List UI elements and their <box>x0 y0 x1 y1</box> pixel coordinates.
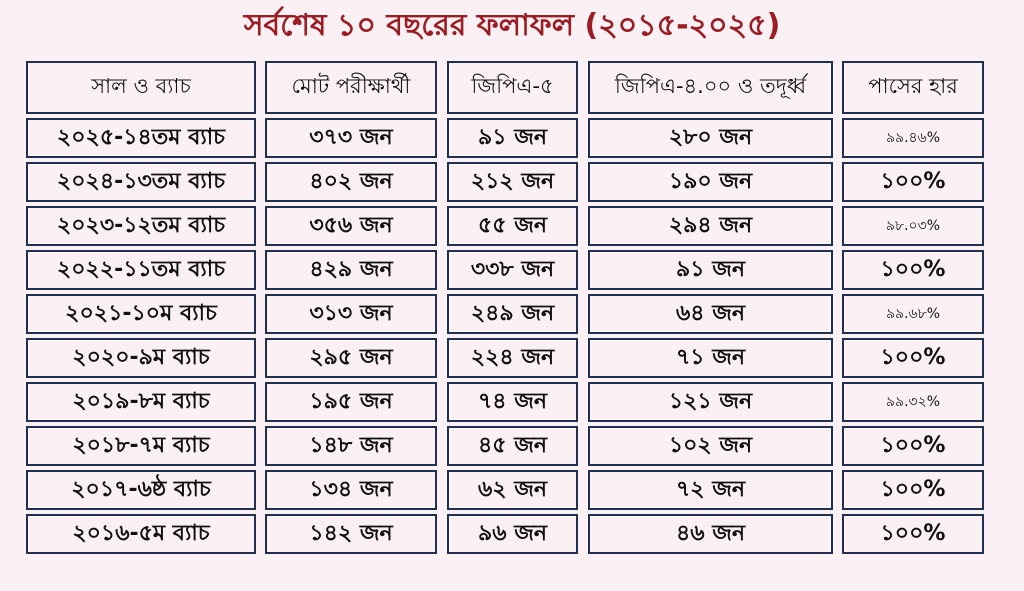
cell-gpa4-above: ৬৪ জন <box>588 294 833 334</box>
cell-pass-rate: ৯৯.৪৬% <box>842 118 984 158</box>
header-year-batch: সাল ও ব্যাচ <box>26 61 256 114</box>
header-pass-rate: পাসের হার <box>842 61 984 114</box>
cell-total-examinees: ৪২৯ জন <box>265 250 437 290</box>
cell-gpa4-above: ১২১ জন <box>588 382 833 422</box>
cell-gpa4-above: ২৮০ জন <box>588 118 833 158</box>
cell-total-examinees: ১৪৮ জন <box>265 426 437 466</box>
column-total-examinees: মোট পরীক্ষার্থী ৩৭৩ জন ৪০২ জন ৩৫৬ জন ৪২৯ জন ৩… <box>265 61 437 554</box>
cell-gpa4-above: ৭২ জন <box>588 470 833 510</box>
cell-total-examinees: ৩১৩ জন <box>265 294 437 334</box>
cell-year-batch: ২০২৪-১৩তম ব্যাচ <box>26 162 256 202</box>
cell-gpa5: ২১২ জন <box>447 162 578 202</box>
cell-pass-rate: ৯৯.৬৮% <box>842 294 984 334</box>
cell-gpa5: ৩৩৮ জন <box>447 250 578 290</box>
column-gpa5: জিপিএ-৫ ৯১ জন ২১২ জন ৫৫ জন ৩৩৮ জন ২৪৯ জন ২২৪ জ… <box>447 61 578 554</box>
cell-year-batch: ২০১৬-৫ম ব্যাচ <box>26 514 256 554</box>
cell-total-examinees: ৩৫৬ জন <box>265 206 437 246</box>
cell-pass-rate: ১০০% <box>842 250 984 290</box>
cell-year-batch: ২০২৩-১২তম ব্যাচ <box>26 206 256 246</box>
cell-year-batch: ২০২৫-১৪তম ব্যাচ <box>26 118 256 158</box>
header-gpa4-above: জিপিএ-৪.০০ ও তদূর্ধ্ব <box>588 61 833 114</box>
cell-gpa4-above: ২৯৪ জন <box>588 206 833 246</box>
cell-gpa5: ৭৪ জন <box>447 382 578 422</box>
cell-pass-rate: ১০০% <box>842 162 984 202</box>
cell-gpa4-above: ৭১ জন <box>588 338 833 378</box>
cell-gpa5: ৪৫ জন <box>447 426 578 466</box>
cell-gpa4-above: ১৯০ জন <box>588 162 833 202</box>
cell-gpa5: ২২৪ জন <box>447 338 578 378</box>
cell-year-batch: ২০১৯-৮ম ব্যাচ <box>26 382 256 422</box>
cell-gpa4-above: ৪৬ জন <box>588 514 833 554</box>
page-title: সর্বশেষ ১০ বছরের ফলাফল (২০১৫-২০২৫) <box>243 8 781 43</box>
cell-year-batch: ২০২০-৯ম ব্যাচ <box>26 338 256 378</box>
cell-pass-rate: ১০০% <box>842 514 984 554</box>
cell-total-examinees: ১৯৫ জন <box>265 382 437 422</box>
column-gpa4-above: জিপিএ-৪.০০ ও তদূর্ধ্ব ২৮০ জন ১৯০ জন ২৯৪ জন ৯… <box>588 61 833 554</box>
cell-year-batch: ২০১৮-৭ম ব্যাচ <box>26 426 256 466</box>
cell-total-examinees: ১৩৪ জন <box>265 470 437 510</box>
cell-pass-rate: ১০০% <box>842 426 984 466</box>
cell-pass-rate: ৯৮.০৩% <box>842 206 984 246</box>
column-pass-rate: পাসের হার ৯৯.৪৬% ১০০% ৯৮.০৩% ১০০% ৯৯.৬৮% ১০০% ৯… <box>842 61 984 554</box>
cell-gpa5: ৬২ জন <box>447 470 578 510</box>
cell-pass-rate: ১০০% <box>842 338 984 378</box>
cell-pass-rate: ১০০% <box>842 470 984 510</box>
cell-gpa4-above: ৯১ জন <box>588 250 833 290</box>
cell-total-examinees: ২৯৫ জন <box>265 338 437 378</box>
cell-gpa5: ২৪৯ জন <box>447 294 578 334</box>
cell-year-batch: ২০২১-১০ম ব্যাচ <box>26 294 256 334</box>
cell-gpa5: ৯৬ জন <box>447 514 578 554</box>
header-total-examinees: মোট পরীক্ষার্থী <box>265 61 437 114</box>
cell-year-batch: ২০২২-১১তম ব্যাচ <box>26 250 256 290</box>
cell-gpa5: ৫৫ জন <box>447 206 578 246</box>
cell-gpa4-above: ১০২ জন <box>588 426 833 466</box>
column-year-batch: সাল ও ব্যাচ ২০২৫-১৪তম ব্যাচ ২০২৪-১৩তম ব্যা… <box>26 61 256 554</box>
header-gpa5: জিপিএ-৫ <box>447 61 578 114</box>
cell-year-batch: ২০১৭-৬ষ্ঠ ব্যাচ <box>26 470 256 510</box>
cell-pass-rate: ৯৯.৩২% <box>842 382 984 422</box>
cell-total-examinees: ৩৭৩ জন <box>265 118 437 158</box>
cell-gpa5: ৯১ জন <box>447 118 578 158</box>
cell-total-examinees: ৪০২ জন <box>265 162 437 202</box>
cell-total-examinees: ১৪২ জন <box>265 514 437 554</box>
